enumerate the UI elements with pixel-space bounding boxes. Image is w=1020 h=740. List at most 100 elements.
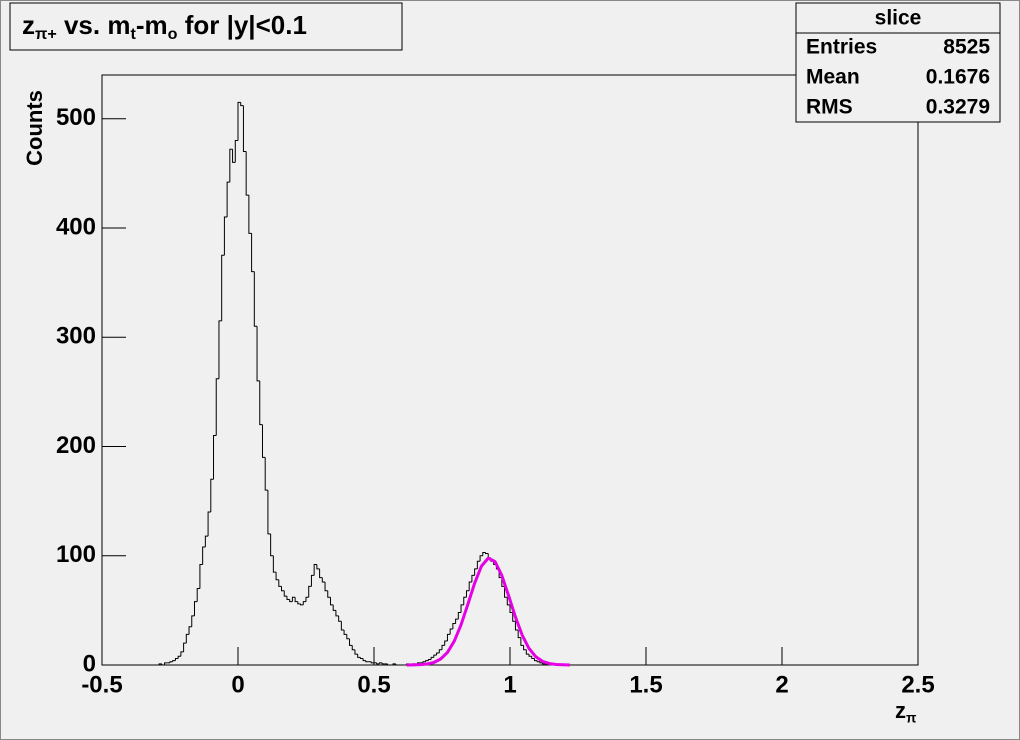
histogram-bin — [370, 661, 374, 664]
histogram-bin — [357, 654, 361, 658]
histogram-bin — [188, 626, 192, 635]
histogram-bin — [359, 657, 364, 659]
histogram-bin — [259, 380, 263, 426]
histogram-bin — [240, 102, 244, 107]
histogram-bin — [479, 555, 483, 562]
fit-curve — [406, 556, 570, 667]
histogram-bin — [536, 660, 540, 663]
histogram-bin — [433, 654, 437, 658]
histogram-bin — [476, 560, 481, 569]
histogram-bin — [213, 435, 217, 480]
histogram-bin — [460, 604, 464, 613]
histogram-bin — [229, 148, 233, 183]
histogram-bin — [395, 663, 399, 666]
chart-title: zπ+ vs. mt-mo for |y|<0.1 — [22, 10, 307, 43]
histogram-bin — [506, 597, 510, 606]
title-box — [9, 2, 403, 51]
x-axis-label-part: π — [906, 710, 917, 725]
histogram-bin — [221, 254, 225, 321]
histogram-bin — [531, 656, 535, 659]
histogram-bin — [204, 535, 209, 547]
histogram-bin — [218, 320, 222, 379]
histogram-bin — [438, 649, 442, 653]
histogram-bin — [202, 546, 206, 565]
chart-title-part: o — [168, 25, 178, 43]
histogram-bin — [468, 581, 472, 591]
histogram-bin — [427, 659, 432, 661]
histogram-bin — [471, 574, 475, 582]
x-tick-label: -0.5 — [81, 671, 122, 698]
histogram-bin — [539, 661, 543, 664]
histogram-bin — [183, 642, 187, 652]
histogram-bin — [514, 621, 519, 631]
x-tick-label: 2 — [775, 671, 788, 698]
histogram-bin — [174, 657, 179, 661]
histogram-bin — [465, 590, 470, 598]
histogram-bin — [329, 597, 334, 606]
histogram-bin — [376, 662, 380, 665]
x-axis-label: zπ — [895, 698, 917, 725]
histogram-bin — [210, 478, 214, 513]
chart-title-part: z — [22, 10, 35, 40]
y-tick-label: 100 — [56, 541, 96, 568]
histogram-bin — [365, 660, 369, 663]
histogram-bin — [528, 654, 532, 657]
stats-value: 8525 — [943, 36, 990, 59]
histogram-bin — [338, 615, 342, 622]
histogram-bin — [223, 216, 228, 256]
histogram-bin — [232, 149, 236, 163]
chart-title-part: vs. m — [57, 10, 131, 40]
chart-title-part: π+ — [35, 25, 57, 43]
histogram-bin — [509, 604, 513, 614]
y-tick-label: 0 — [83, 650, 96, 677]
histogram-bin — [387, 663, 391, 666]
histogram-bin — [441, 644, 445, 650]
histogram-bin — [177, 655, 181, 659]
histogram-bin — [444, 640, 448, 646]
histogram-bin — [351, 645, 355, 651]
histogram-bin — [436, 652, 440, 656]
histogram-bin — [283, 590, 287, 597]
histogram-bin — [289, 599, 293, 603]
stats-title: slice — [875, 7, 922, 30]
x-tick-label: 1.5 — [629, 671, 662, 698]
histogram-bin — [207, 511, 211, 537]
histogram-bin — [272, 555, 277, 573]
histogram-bin — [264, 457, 268, 491]
histogram-bin — [533, 658, 538, 662]
histogram-bin — [457, 612, 462, 620]
x-tick-label: 0.5 — [357, 671, 390, 698]
histogram-bin — [158, 663, 162, 665]
histogram-bin — [286, 596, 290, 600]
histogram-bin — [278, 579, 282, 587]
histogram-bin — [281, 586, 285, 592]
histogram-bin — [185, 633, 190, 644]
histogram-bin — [482, 551, 486, 556]
histogram-bin — [474, 568, 478, 576]
histogram-bin — [378, 662, 383, 664]
histogram-bin — [267, 490, 271, 535]
stats-label: RMS — [806, 96, 853, 119]
histogram-bin — [343, 630, 347, 635]
y-tick-label: 200 — [56, 432, 96, 459]
stats-label: Entries — [806, 36, 877, 59]
histogram-bin — [275, 572, 279, 581]
histogram-bin — [362, 658, 366, 662]
histogram-bin — [261, 424, 266, 458]
histogram-bin — [313, 563, 317, 576]
histogram-bin — [226, 181, 230, 218]
histogram-bin — [191, 615, 195, 627]
histogram-bin — [253, 271, 258, 327]
histogram-bin — [349, 638, 353, 646]
stats-box — [795, 2, 1001, 123]
histogram-bin — [180, 651, 184, 657]
histogram-bin — [446, 633, 451, 641]
chart-title-part: -m — [136, 10, 168, 40]
histogram-bin — [172, 660, 176, 662]
histogram-bin — [392, 663, 396, 665]
histogram-bin — [327, 590, 331, 598]
histogram-bin — [455, 618, 459, 624]
chart-title-part: for |y|<0.1 — [177, 10, 306, 40]
histogram-bin — [430, 656, 434, 660]
